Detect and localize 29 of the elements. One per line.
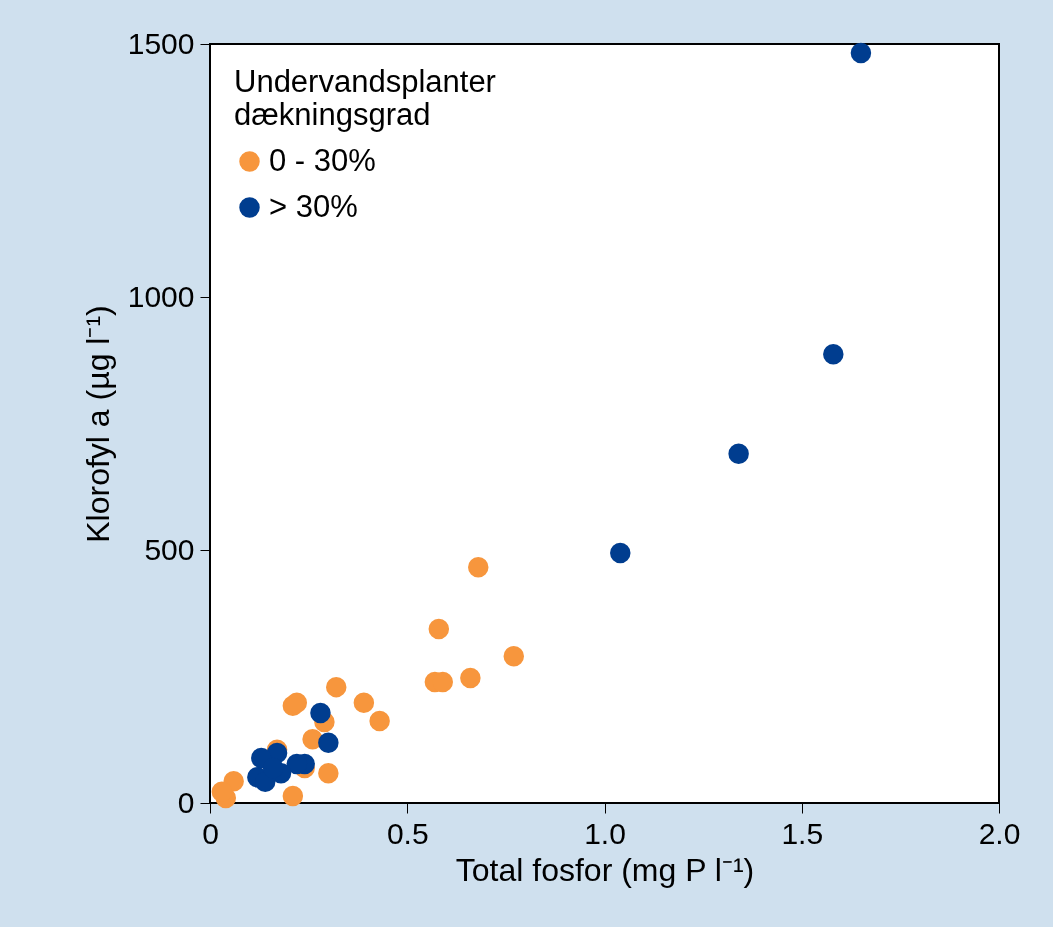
point (823, 343, 844, 365)
y-axis-title: Klorofyl a (µg l⁻¹) (79, 305, 116, 543)
x-tick-label: 0.5 (386, 816, 429, 850)
point (503, 646, 525, 667)
x-tick-label: 1.5 (781, 816, 824, 850)
point (318, 732, 339, 754)
y-tick-label: 0 (177, 785, 195, 819)
point (850, 42, 872, 64)
x-tick-label: 1.0 (584, 816, 626, 850)
x-axis-title: Total fosfor (mg P l⁻¹) (455, 851, 755, 888)
x-tick-label: 2.0 (978, 816, 1021, 850)
y-tick-label: 1500 (127, 26, 195, 60)
point (282, 785, 304, 807)
point (428, 618, 450, 640)
point (468, 556, 489, 578)
legend-label: > 30% (269, 188, 358, 224)
point (728, 443, 749, 465)
y-tick-label: 500 (144, 532, 195, 566)
point (310, 702, 331, 724)
legend-title: Undervandsplanter dækningsgrad (234, 64, 496, 132)
point (610, 542, 631, 564)
point (318, 762, 339, 784)
x-tick-label: 0 (202, 816, 219, 850)
point (325, 676, 347, 698)
point (369, 710, 390, 732)
y-tick-label: 1000 (127, 279, 195, 313)
point (353, 692, 375, 714)
legend-label: 0 - 30% (269, 142, 376, 178)
point (460, 667, 481, 689)
